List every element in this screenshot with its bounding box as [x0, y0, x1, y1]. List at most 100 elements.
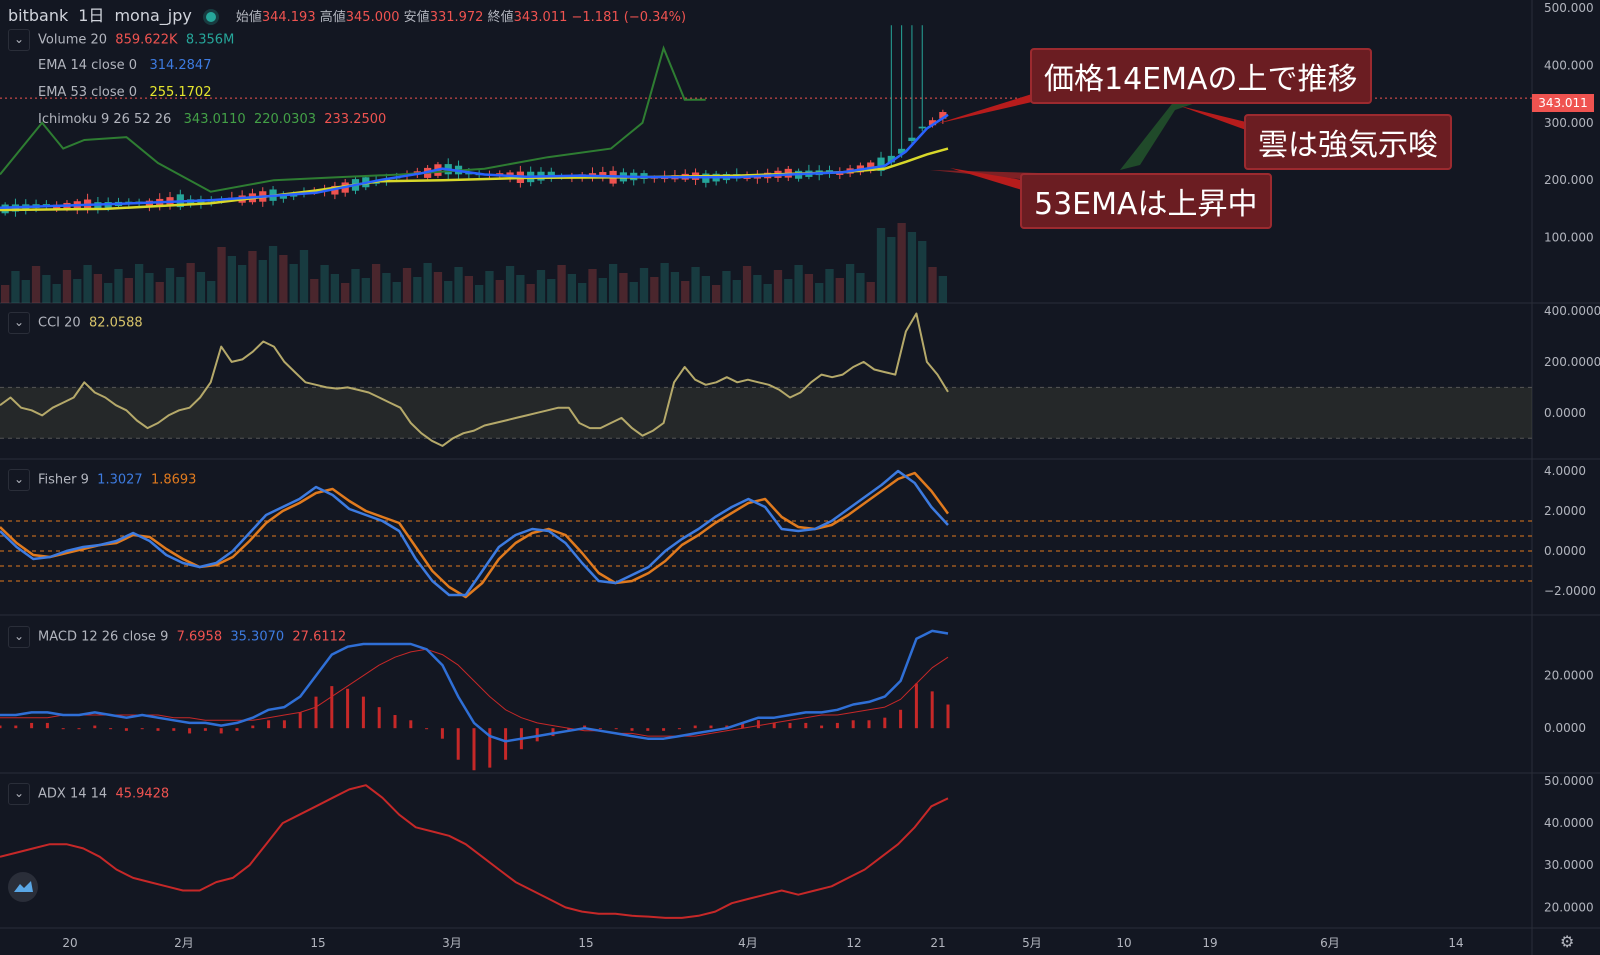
macd-legend[interactable]: ⌄ MACD 12 26 close 9 7.6958 35.3070 27.61…: [8, 626, 346, 648]
candle-body: [918, 126, 926, 129]
ema53-legend[interactable]: EMA 53 close 0 255.1702: [38, 85, 212, 100]
annotation-ema53-rising[interactable]: 53EMAは上昇中: [1020, 173, 1272, 229]
symbol-label[interactable]: mona_jpy: [114, 6, 192, 25]
volume-bar: [876, 228, 886, 303]
macd-line: [0, 629, 949, 743]
macd-histogram-bar: [646, 728, 650, 731]
macd-histogram-bar: [140, 728, 144, 730]
macd-histogram-bar: [583, 725, 587, 729]
macd-histogram-bar: [946, 704, 950, 729]
macd-histogram-bar: [409, 720, 413, 729]
gear-icon[interactable]: ⚙: [1560, 932, 1575, 951]
macd-histogram-bar: [314, 696, 318, 729]
volume-bar: [897, 223, 906, 303]
volume-bar: [475, 285, 484, 303]
volume-bar: [804, 274, 814, 303]
macd-histogram-bar: [330, 686, 334, 729]
fisher-axis-label: −2.0000: [1544, 584, 1596, 598]
volume-bar: [608, 264, 618, 303]
adx-legend[interactable]: ⌄ ADX 14 14 45.9428: [8, 783, 169, 805]
candle-body: [908, 137, 916, 142]
macd-histogram-bar: [219, 728, 223, 734]
volume-bar: [907, 232, 917, 303]
chevron-down-icon[interactable]: ⌄: [8, 312, 30, 334]
volume-bar: [165, 268, 175, 303]
macd-histogram-bar: [298, 712, 302, 729]
macd-axis-label: 0.0000: [1544, 721, 1586, 735]
volume-bar: [299, 250, 309, 303]
open-value: 344.193: [261, 10, 316, 25]
volume-bar: [1, 285, 10, 303]
macd-histogram-bar: [788, 722, 792, 729]
chevron-down-icon[interactable]: ⌄: [8, 626, 30, 648]
volume-bar: [289, 264, 298, 303]
volume-bar: [681, 281, 690, 303]
volume-bar: [21, 280, 30, 303]
macd-histogram-bar: [914, 683, 918, 729]
macd-histogram-bar: [172, 728, 176, 731]
time-axis-label: 14: [1448, 936, 1463, 950]
volume-bar: [258, 260, 267, 303]
cci-legend[interactable]: ⌄ CCI 20 82.0588: [8, 312, 143, 334]
volume-bar: [392, 282, 401, 303]
chevron-down-icon[interactable]: ⌄: [8, 29, 30, 51]
macd-histogram-bar: [45, 722, 49, 729]
annotation-arrow: [936, 94, 1032, 124]
tradingview-logo-icon[interactable]: [8, 872, 38, 902]
time-axis-label: 20: [62, 936, 77, 950]
macd-histogram-bar: [820, 725, 824, 729]
volume-bar: [650, 277, 659, 303]
macd-histogram-bar: [251, 725, 255, 729]
volume-bar: [371, 264, 381, 303]
volume-bar: [598, 278, 607, 303]
macd-histogram-bar: [267, 720, 271, 729]
price-axis-label: 200.000: [1544, 173, 1594, 187]
candle-body: [94, 202, 102, 210]
volume-bar: [835, 278, 844, 303]
volume-bar: [815, 283, 824, 303]
macd-histogram-bar: [662, 728, 666, 731]
volume-bar: [660, 263, 669, 303]
market-status-icon: [205, 11, 216, 22]
volume-bar: [691, 267, 700, 303]
volume-bar: [567, 274, 577, 303]
adx-axis-label: 50.0000: [1544, 774, 1594, 788]
time-axis-label: 12: [846, 936, 861, 950]
macd-histogram-bar: [551, 728, 555, 737]
cci-axis-label: 200.0000: [1544, 355, 1600, 369]
macd-histogram-bar: [235, 728, 239, 731]
annotation-price-above-ema14[interactable]: 価格14EMAの上で推移: [1030, 48, 1372, 104]
ema14-legend[interactable]: EMA 14 close 0 314.2847: [38, 58, 212, 73]
price-axis-label: 500.000: [1544, 1, 1594, 15]
exchange-label[interactable]: bitbank: [8, 6, 69, 25]
volume-bar: [536, 270, 546, 303]
volume-bar: [722, 271, 731, 303]
chevron-down-icon[interactable]: ⌄: [8, 783, 30, 805]
ema53-line: [0, 147, 949, 212]
volume-bar: [145, 273, 154, 303]
volume-bar: [207, 281, 216, 303]
volume-bar: [73, 279, 82, 303]
macd-histogram-bar: [393, 715, 397, 729]
macd-histogram-bar: [472, 728, 476, 771]
fisher-line: [0, 469, 949, 597]
interval-label[interactable]: 1日: [78, 6, 105, 25]
time-axis-label: 10: [1116, 936, 1131, 950]
volume-legend[interactable]: ⌄ Volume 20 859.622K 8.356M: [8, 29, 234, 51]
macd-histogram-bar: [346, 688, 350, 729]
macd-histogram-bar: [377, 707, 381, 729]
macd-histogram-bar: [109, 728, 113, 730]
ichimoku-cloud: [1120, 98, 1210, 170]
chevron-down-icon[interactable]: ⌄: [8, 469, 30, 491]
volume-bar: [134, 264, 144, 303]
volume-bar: [279, 255, 288, 303]
ichimoku-legend[interactable]: Ichimoku 9 26 52 26 343.0110 220.0303 23…: [38, 112, 387, 127]
fisher-legend[interactable]: ⌄ Fisher 9 1.3027 1.8693: [8, 469, 196, 491]
macd-histogram-bar: [677, 728, 681, 730]
adx-line: [0, 784, 949, 919]
volume-bar: [856, 273, 865, 303]
candle-body: [279, 194, 287, 199]
annotation-cloud-bullish[interactable]: 雲は強気示唆: [1244, 114, 1452, 170]
volume-bar: [238, 265, 247, 303]
